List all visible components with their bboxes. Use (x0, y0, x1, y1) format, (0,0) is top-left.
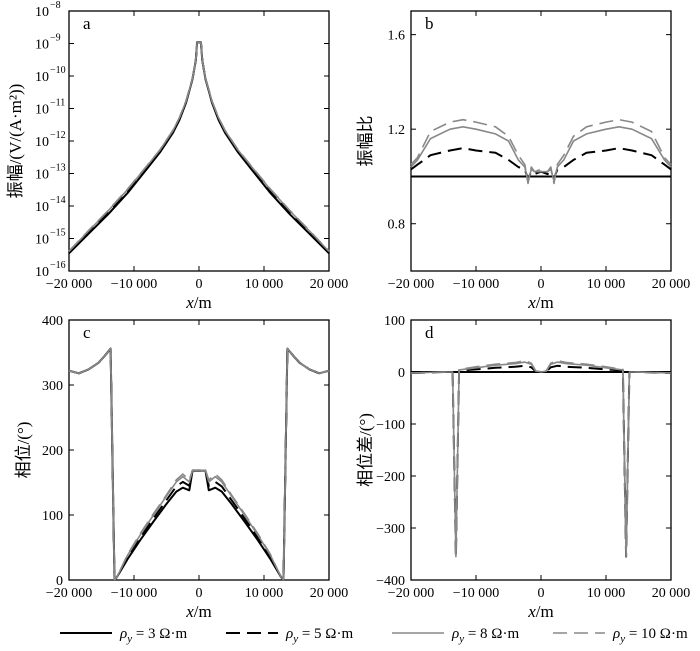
series-line-1 (68, 347, 330, 581)
legend-label: ρy = 5 Ω·m (285, 626, 353, 645)
x-tick-label: −10 000 (453, 277, 499, 292)
x-axis-label: x/m (527, 602, 554, 621)
x-axis-label: x/m (185, 293, 212, 312)
y-axis-label: 相位差/(°) (356, 413, 375, 487)
legend-label: ρy = 10 Ω·m (612, 626, 688, 645)
x-tick-label: 20 000 (310, 586, 349, 601)
y-tick-exponent: −11 (50, 98, 65, 109)
panel-d: −20 000 −10 000 0 10 000 20 000 −400 −300 −200 −… (356, 314, 690, 621)
y-tick-label: 10 (35, 38, 49, 53)
series-line-3 (410, 126, 672, 182)
legend-item-4: ρy = 10 Ω·m (553, 626, 688, 645)
legend-label: ρy = 3 Ω·m (119, 626, 187, 645)
series-line-2 (410, 364, 672, 558)
panel-c: −20 000 −10 000 0 10 000 20 000 0 100 200 300 400… (14, 314, 348, 621)
x-axis-label: x/m (185, 602, 212, 621)
panel-label: b (425, 14, 434, 33)
y-tick-label: −200 (376, 470, 405, 485)
y-tick-exponent: −12 (50, 130, 66, 141)
series-line-3 (68, 41, 330, 252)
y-tick-label: −100 (376, 418, 405, 433)
y-tick-label: −400 (376, 574, 405, 589)
series-line-4 (410, 359, 672, 558)
y-tick-label: 10 (35, 135, 49, 150)
x-tick-label: 0 (196, 277, 203, 292)
series-line-1 (68, 41, 330, 255)
y-tick-exponent: −16 (50, 260, 66, 271)
series-line-4 (68, 41, 330, 252)
y-tick-label: 400 (42, 314, 63, 329)
y-tick-exponent: −10 (50, 65, 66, 76)
y-axis-label: 振幅/(V/(A·m²)) (6, 84, 25, 199)
y-tick-exponent: −9 (50, 33, 61, 44)
plot-frame (410, 10, 672, 272)
y-tick-label: 10 (35, 103, 49, 118)
y-axis-label: 相位/(°) (14, 422, 33, 479)
panel-b: −20 000 −10 000 0 10 000 20 000 0.8 1.2 1.6 b x/m… (356, 10, 691, 312)
legend-item-3: ρy = 8 Ω·m (392, 626, 519, 645)
x-tick-label: −10 000 (111, 586, 157, 601)
x-tick-label: 10 000 (245, 586, 284, 601)
y-tick-label: 1.6 (388, 29, 406, 44)
y-tick-label: 0 (56, 574, 63, 589)
panel-label: d (425, 323, 434, 342)
series-line-2 (410, 147, 672, 180)
x-tick-label: 0 (538, 586, 545, 601)
y-tick-label: 10 (35, 265, 49, 280)
plot-frame (68, 319, 330, 581)
y-tick-label: 100 (384, 314, 405, 329)
y-tick-exponent: −13 (50, 163, 66, 174)
legend: ρy = 3 Ω·m ρy = 5 Ω·m ρy = 8 Ω·m ρy = 10 Ω·… (60, 626, 688, 645)
legend-label: ρy = 8 Ω·m (451, 626, 519, 645)
y-tick-label: −300 (376, 522, 405, 537)
y-axis-label: 振幅比 (356, 116, 375, 167)
legend-item-1: ρy = 3 Ω·m (60, 626, 187, 645)
series-line-3 (68, 347, 330, 581)
x-tick-label: −20 000 (46, 586, 92, 601)
y-tick-label: 10 (35, 168, 49, 183)
y-tick-label: 10 (35, 5, 49, 20)
x-tick-label: 20 000 (652, 277, 691, 292)
x-axis-label: x/m (527, 293, 554, 312)
x-tick-label: −20 000 (388, 277, 434, 292)
x-tick-label: 0 (196, 586, 203, 601)
x-tick-label: 20 000 (310, 277, 349, 292)
y-tick-label: 10 (35, 200, 49, 215)
x-tick-label: −10 000 (111, 277, 157, 292)
x-tick-label: 10 000 (587, 586, 626, 601)
series-line-4 (68, 347, 330, 581)
legend-item-2: ρy = 5 Ω·m (226, 626, 353, 645)
y-tick-label: 100 (42, 509, 63, 524)
series-line-2 (68, 41, 330, 253)
x-tick-label: 0 (538, 277, 545, 292)
y-tick-label: 300 (42, 379, 63, 394)
y-tick-exponent: −8 (50, 0, 61, 11)
plot-frame (410, 319, 672, 581)
y-tick-label: 0.8 (388, 218, 406, 233)
y-tick-label: 200 (42, 444, 63, 459)
y-tick-label: 1.2 (388, 123, 406, 138)
y-tick-exponent: −14 (50, 195, 66, 206)
y-tick-label: 10 (35, 70, 49, 85)
panel-label: a (83, 14, 91, 33)
panel-label: c (83, 323, 91, 342)
y-tick-label: 10 (35, 233, 49, 248)
series-line-2 (68, 347, 330, 581)
x-tick-label: −10 000 (453, 586, 499, 601)
x-tick-label: 10 000 (587, 277, 626, 292)
series-line-3 (410, 361, 672, 558)
x-tick-label: 10 000 (245, 277, 284, 292)
x-tick-label: 20 000 (652, 586, 691, 601)
x-tick-label: −20 000 (388, 586, 434, 601)
x-tick-label: −20 000 (46, 277, 92, 292)
y-tick-exponent: −15 (50, 228, 66, 239)
plot-frame (68, 10, 330, 272)
y-tick-label: 0 (398, 366, 405, 381)
